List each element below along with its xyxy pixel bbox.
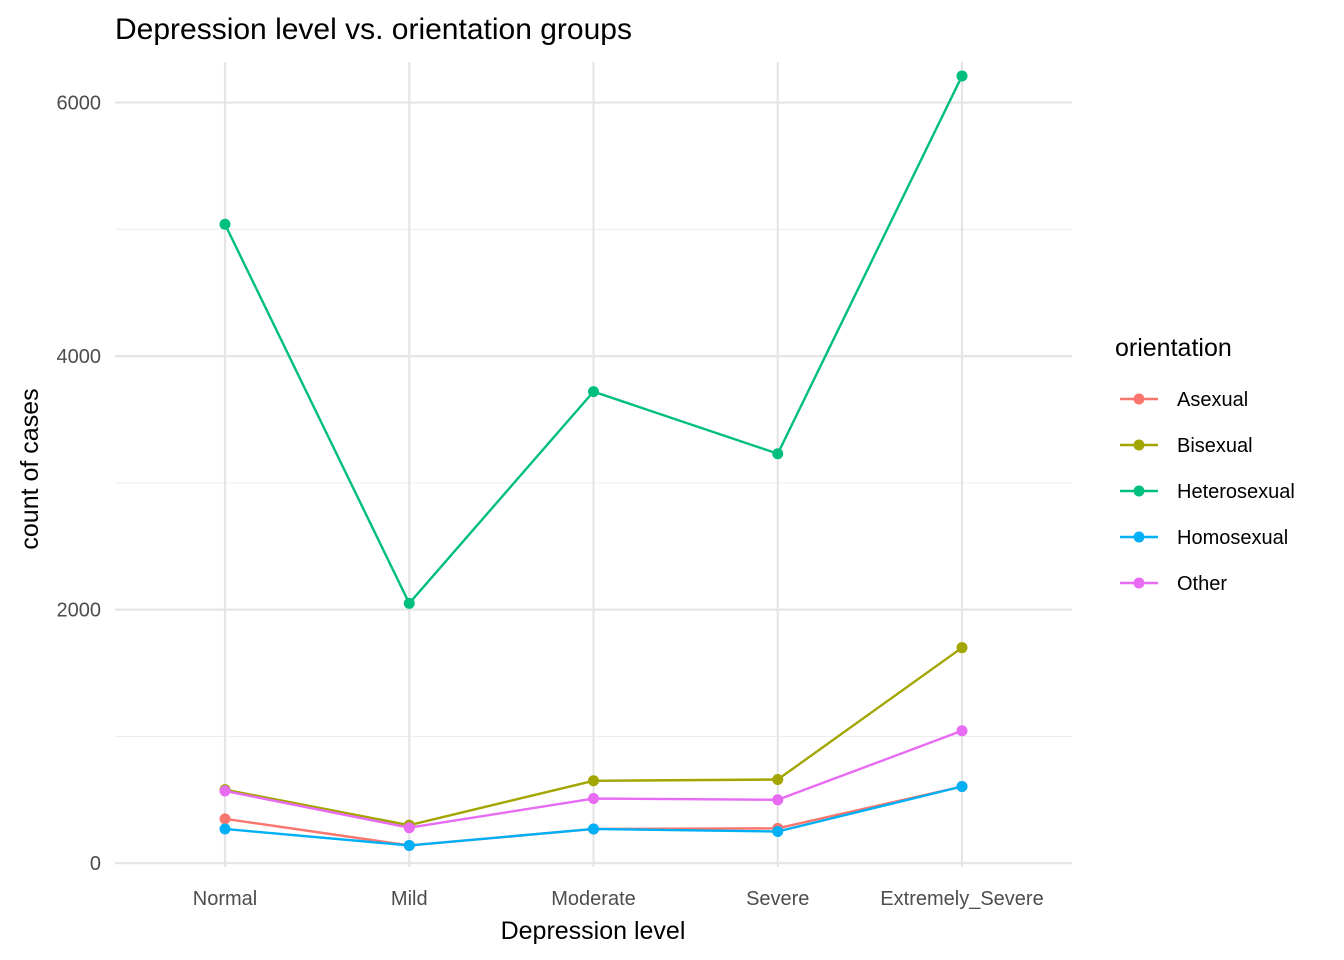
legend-label: Heterosexual: [1177, 481, 1295, 503]
legend-label: Bisexual: [1177, 435, 1253, 457]
legend-title: orientation: [1115, 334, 1232, 362]
data-point: [956, 781, 968, 792]
data-point: [956, 70, 968, 82]
y-tick-label: 2000: [57, 600, 102, 622]
y-tick-label: 4000: [57, 346, 102, 368]
y-tick-label: 6000: [57, 93, 102, 115]
legend-key-point: [1133, 393, 1145, 405]
x-axis-ticks: Normal Mild Moderate Severe Extremely_Severe: [193, 888, 1044, 910]
x-tick-label: Mild: [391, 888, 428, 910]
data-point: [588, 775, 599, 787]
legend-key-point: [1133, 531, 1145, 543]
data-point: [772, 794, 784, 806]
data-point: [772, 826, 784, 838]
data-point: [219, 813, 231, 825]
legend-item-homosexual: Homosexual: [1120, 527, 1288, 549]
legend-item-other: Other: [1120, 573, 1227, 595]
legend-label: Asexual: [1177, 389, 1248, 411]
legend-label: Other: [1177, 573, 1227, 595]
x-axis-title: Depression level: [501, 917, 686, 945]
grid: [115, 62, 1072, 867]
data-point: [588, 823, 599, 835]
legend: orientation Asexual Bisexual Heterosexual H…: [1115, 334, 1295, 595]
data-point: [772, 448, 784, 460]
data-point: [403, 597, 415, 609]
series-other: [219, 725, 968, 834]
data-point: [219, 218, 231, 230]
data-point: [956, 725, 968, 737]
data-point: [403, 822, 415, 834]
y-axis-ticks: 0 2000 4000 6000: [57, 93, 102, 876]
data-point: [588, 386, 599, 398]
x-tick-label: Normal: [193, 888, 257, 910]
data-point: [956, 642, 968, 654]
plot-series: [219, 70, 968, 851]
legend-item-asexual: Asexual: [1120, 389, 1248, 411]
data-point: [219, 785, 231, 797]
legend-key-point: [1133, 485, 1145, 497]
x-tick-label: Extremely_Severe: [880, 888, 1043, 910]
chart-title: Depression level vs. orientation groups: [115, 13, 632, 46]
data-point: [588, 793, 599, 805]
legend-key-point: [1133, 439, 1145, 451]
series-heterosexual: [219, 70, 968, 609]
legend-item-heterosexual: Heterosexual: [1120, 481, 1295, 503]
legend-item-bisexual: Bisexual: [1120, 435, 1253, 457]
data-point: [772, 774, 784, 786]
data-point: [403, 839, 415, 851]
series-homosexual: [219, 781, 968, 851]
y-tick-label: 0: [90, 853, 101, 875]
x-tick-label: Severe: [746, 888, 809, 910]
y-axis-title: count of cases: [16, 388, 44, 549]
data-point: [219, 823, 231, 835]
x-tick-label: Moderate: [551, 888, 636, 910]
legend-key-point: [1133, 577, 1145, 589]
legend-label: Homosexual: [1177, 527, 1288, 549]
